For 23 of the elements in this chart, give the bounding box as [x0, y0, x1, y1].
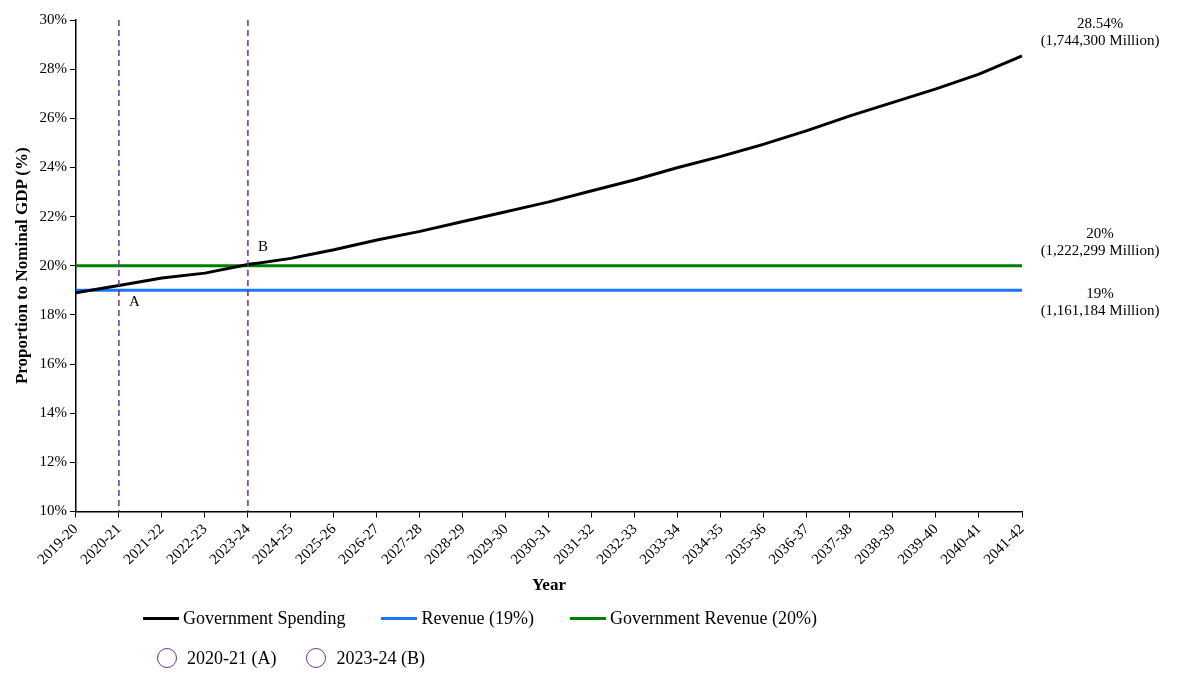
y-tick-label: 12% — [39, 453, 67, 470]
y-tick-label: 10% — [39, 502, 67, 519]
annotation: A — [128, 293, 140, 310]
annotation: 20% (1,222,299 Million) — [1040, 224, 1160, 259]
y-tick-label: 30% — [39, 10, 67, 27]
legend-label: 2020-21 (A) — [187, 647, 277, 669]
annotation: B — [257, 238, 268, 255]
y-tick-label: 26% — [39, 109, 67, 126]
y-tick-label: 22% — [39, 207, 67, 224]
annotation: 19% (1,161,184 Million) — [1040, 285, 1160, 320]
legend-label: Government Revenue (20%) — [609, 607, 817, 629]
y-tick-label: 16% — [39, 355, 67, 371]
x-axis-title: Year — [531, 575, 567, 595]
y-tick-label: 24% — [39, 158, 67, 175]
y-tick-label: 14% — [39, 404, 67, 421]
y-tick-label: 20% — [39, 256, 67, 273]
y-tick-label: 18% — [39, 305, 67, 322]
legend-label: Revenue (19%) — [421, 607, 534, 629]
y-tick-label: 28% — [39, 60, 67, 77]
y-axis-title: Proportion to Nominal GDP (%) — [11, 147, 31, 385]
legend-label: 2023-24 (B) — [336, 647, 425, 669]
legend-label: Government Spending — [183, 607, 346, 629]
annotation: 28.54% (1,744,300 Million) — [1040, 14, 1160, 49]
